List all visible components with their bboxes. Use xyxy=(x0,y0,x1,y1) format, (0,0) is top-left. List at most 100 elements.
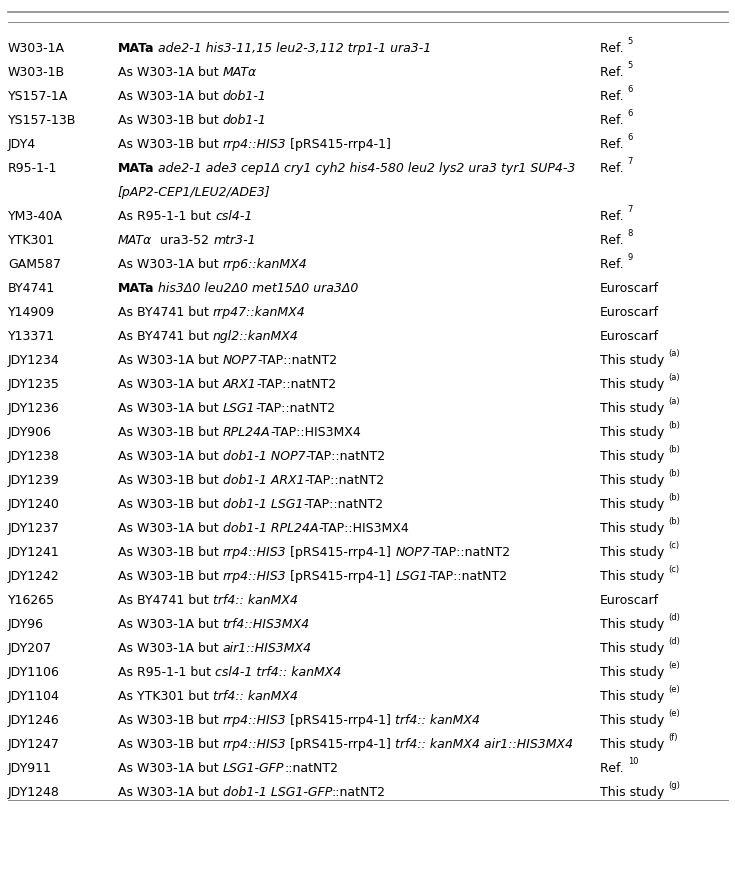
Text: JDY1242: JDY1242 xyxy=(8,570,60,583)
Text: (e): (e) xyxy=(668,709,680,718)
Text: (b): (b) xyxy=(668,421,680,430)
Text: As BY4741 but: As BY4741 but xyxy=(118,594,213,607)
Text: JDY1104: JDY1104 xyxy=(8,690,60,703)
Text: JDY1239: JDY1239 xyxy=(8,474,60,487)
Text: This study: This study xyxy=(600,354,668,367)
Text: LSG1: LSG1 xyxy=(223,402,255,415)
Text: ::natNT2: ::natNT2 xyxy=(332,786,386,799)
Text: -TAP::natNT2: -TAP::natNT2 xyxy=(257,378,337,391)
Text: NOP7: NOP7 xyxy=(223,354,257,367)
Text: JDY911: JDY911 xyxy=(8,762,52,775)
Text: dob1-1 ARX1: dob1-1 ARX1 xyxy=(223,474,304,487)
Text: This study: This study xyxy=(600,474,668,487)
Text: As W303-1A but: As W303-1A but xyxy=(118,378,223,391)
Text: 7: 7 xyxy=(628,157,633,166)
Text: As BY4741 but: As BY4741 but xyxy=(118,306,213,319)
Text: Y13371: Y13371 xyxy=(8,330,55,343)
Text: rrp6::kanMX4: rrp6::kanMX4 xyxy=(223,258,307,271)
Text: Ref.: Ref. xyxy=(600,762,628,775)
Text: As W303-1B but: As W303-1B but xyxy=(118,570,223,583)
Text: This study: This study xyxy=(600,666,668,679)
Text: JDY906: JDY906 xyxy=(8,426,52,439)
Text: (a): (a) xyxy=(668,397,680,406)
Text: [pRS415-rrp4-1]: [pRS415-rrp4-1] xyxy=(287,138,391,151)
Text: As W303-1A but: As W303-1A but xyxy=(118,90,223,103)
Text: 10: 10 xyxy=(628,757,638,766)
Text: trf4:: kanMX4: trf4:: kanMX4 xyxy=(213,594,298,607)
Text: W303-1B: W303-1B xyxy=(8,66,65,79)
Text: This study: This study xyxy=(600,426,668,439)
Text: rrp4::HIS3: rrp4::HIS3 xyxy=(223,570,287,583)
Text: As W303-1A but: As W303-1A but xyxy=(118,66,223,79)
Text: dob1-1 LSG1: dob1-1 LSG1 xyxy=(223,498,303,511)
Text: JDY1237: JDY1237 xyxy=(8,522,60,535)
Text: This study: This study xyxy=(600,570,668,583)
Text: As W303-1A but: As W303-1A but xyxy=(118,618,223,631)
Text: As W303-1A but: As W303-1A but xyxy=(118,762,223,775)
Text: JDY1248: JDY1248 xyxy=(8,786,60,799)
Text: YTK301: YTK301 xyxy=(8,234,55,247)
Text: As W303-1A but: As W303-1A but xyxy=(118,258,223,271)
Text: 9: 9 xyxy=(628,253,633,262)
Text: -TAP::natNT2: -TAP::natNT2 xyxy=(255,402,335,415)
Text: As W303-1B but: As W303-1B but xyxy=(118,738,223,751)
Text: JDY1234: JDY1234 xyxy=(8,354,60,367)
Text: JDY96: JDY96 xyxy=(8,618,44,631)
Text: As BY4741 but: As BY4741 but xyxy=(118,330,213,343)
Text: As W303-1A but: As W303-1A but xyxy=(118,522,223,535)
Text: [pRS415-rrp4-1]: [pRS415-rrp4-1] xyxy=(287,546,395,559)
Text: 7: 7 xyxy=(628,205,633,214)
Text: MATa: MATa xyxy=(118,282,154,295)
Text: air1::HIS3MX4: air1::HIS3MX4 xyxy=(223,642,312,655)
Text: (b): (b) xyxy=(668,445,680,454)
Text: (c): (c) xyxy=(668,541,679,550)
Text: -TAP::natNT2: -TAP::natNT2 xyxy=(430,546,510,559)
Text: YS157-1A: YS157-1A xyxy=(8,90,68,103)
Text: 6: 6 xyxy=(628,85,633,94)
Text: As W303-1A but: As W303-1A but xyxy=(118,786,223,799)
Text: 6: 6 xyxy=(628,133,633,142)
Text: -TAP::natNT2: -TAP::natNT2 xyxy=(257,354,337,367)
Text: This study: This study xyxy=(600,498,668,511)
Text: (a): (a) xyxy=(668,349,680,358)
Text: LSG1: LSG1 xyxy=(395,570,428,583)
Text: -TAP::natNT2: -TAP::natNT2 xyxy=(303,498,383,511)
Text: GAM587: GAM587 xyxy=(8,258,61,271)
Text: [pRS415-rrp4-1]: [pRS415-rrp4-1] xyxy=(287,570,395,583)
Text: R95-1-1: R95-1-1 xyxy=(8,162,57,175)
Text: Ref.: Ref. xyxy=(600,138,628,151)
Text: MATα: MATα xyxy=(118,234,152,247)
Text: This study: This study xyxy=(600,786,668,799)
Text: -TAP::natNT2: -TAP::natNT2 xyxy=(428,570,508,583)
Text: [pRS415-rrp4-1]: [pRS415-rrp4-1] xyxy=(287,714,395,727)
Text: This study: This study xyxy=(600,378,668,391)
Text: As W303-1B but: As W303-1B but xyxy=(118,138,223,151)
Text: (b): (b) xyxy=(668,517,680,526)
Text: 8: 8 xyxy=(628,229,633,238)
Text: As W303-1B but: As W303-1B but xyxy=(118,714,223,727)
Text: RPL24A: RPL24A xyxy=(223,426,270,439)
Text: (d): (d) xyxy=(668,637,680,646)
Text: Euroscarf: Euroscarf xyxy=(600,594,659,607)
Text: As R95-1-1 but: As R95-1-1 but xyxy=(118,666,215,679)
Text: As W303-1A but: As W303-1A but xyxy=(118,354,223,367)
Text: As W303-1B but: As W303-1B but xyxy=(118,426,223,439)
Text: dob1-1: dob1-1 xyxy=(223,90,267,103)
Text: JDY1236: JDY1236 xyxy=(8,402,60,415)
Text: This study: This study xyxy=(600,618,668,631)
Text: NOP7: NOP7 xyxy=(395,546,430,559)
Text: (c): (c) xyxy=(668,565,679,574)
Text: As YTK301 but: As YTK301 but xyxy=(118,690,213,703)
Text: This study: This study xyxy=(600,522,668,535)
Text: ARX1: ARX1 xyxy=(223,378,257,391)
Text: LSG1-GFP: LSG1-GFP xyxy=(223,762,284,775)
Text: mtr3-1: mtr3-1 xyxy=(213,234,256,247)
Text: MATα: MATα xyxy=(223,66,257,79)
Text: ura3-52: ura3-52 xyxy=(152,234,213,247)
Text: YS157-13B: YS157-13B xyxy=(8,114,76,127)
Text: (f): (f) xyxy=(668,733,678,742)
Text: As W303-1B but: As W303-1B but xyxy=(118,474,223,487)
Text: As W303-1A but: As W303-1A but xyxy=(118,450,223,463)
Text: (a): (a) xyxy=(668,373,680,382)
Text: Ref.: Ref. xyxy=(600,66,628,79)
